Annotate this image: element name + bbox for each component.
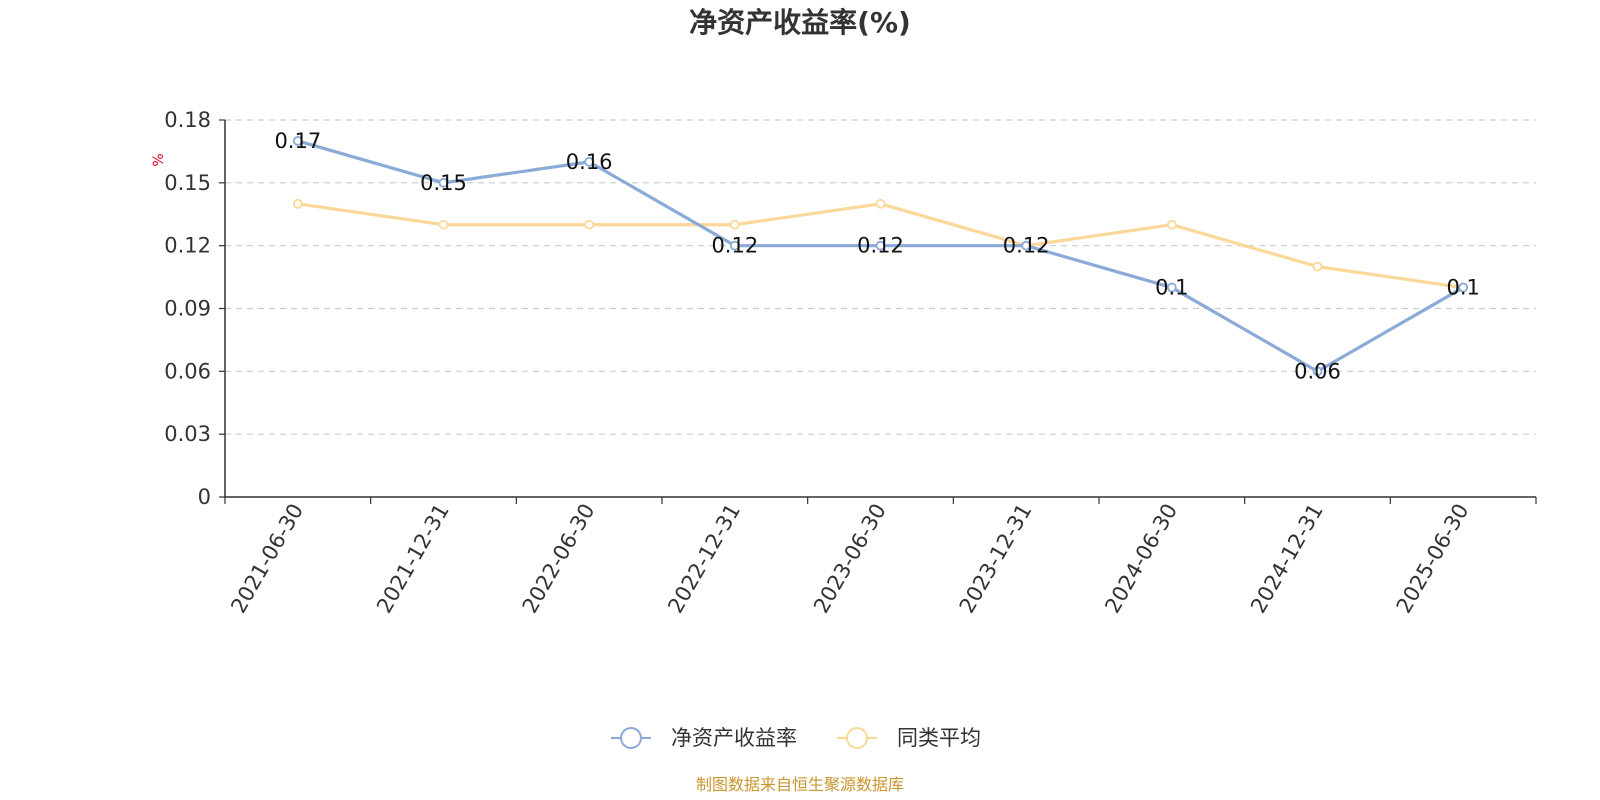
point-series-0 [875, 240, 886, 251]
point-series-0 [1021, 240, 1032, 251]
point-series-0 [438, 177, 449, 188]
data-label: 0.12 [711, 234, 758, 258]
point-series-1 [292, 198, 303, 209]
data-label: 0.12 [857, 234, 904, 258]
y-tick-label: 0.18 [164, 108, 211, 132]
data-label: 0.16 [566, 150, 613, 174]
data-label: 0.15 [420, 171, 467, 195]
point-series-1 [729, 219, 740, 230]
y-axis-unit: % [151, 153, 167, 166]
x-tick-label: 2022-06-30 [518, 500, 600, 618]
point-series-0 [292, 136, 303, 146]
x-tick-label: 2021-12-31 [372, 500, 454, 618]
data-label: 0.17 [274, 129, 321, 153]
data-label: 0.1 [1446, 276, 1479, 300]
data-labels: 0.17 0.15 0.16 0.12 0.12 0.12 0.1 0.06 0.1 [274, 129, 1479, 383]
point-series-0 [584, 156, 595, 167]
point-series-1 [584, 219, 595, 230]
series-lines [292, 136, 1469, 377]
point-series-0 [1312, 366, 1323, 377]
y-tick-label: 0.12 [164, 234, 211, 258]
legend-label-avg: 同类平均 [897, 726, 981, 750]
legend-label-roe: 净资产收益率 [671, 726, 797, 750]
legend: 净资产收益率 同类平均 [611, 726, 981, 750]
legend-marker-roe [620, 727, 642, 749]
point-series-0 [1166, 282, 1177, 293]
point-series-1 [1312, 261, 1323, 272]
chart-title: 净资产收益率(%) [689, 6, 911, 39]
y-tick-label: 0.06 [164, 359, 211, 383]
x-tick-label: 2023-06-30 [809, 500, 891, 618]
x-tick-label: 2024-06-30 [1100, 500, 1182, 618]
point-series-0 [1458, 282, 1469, 293]
point-series-0 [729, 240, 740, 251]
data-label: 0.1 [1155, 276, 1188, 300]
y-tick-label: 0 [198, 485, 211, 509]
y-tick-label: 0.15 [164, 171, 211, 195]
x-tick-label: 2023-12-31 [955, 500, 1037, 618]
source-note: 制图数据来自恒生聚源数据库 [696, 775, 904, 794]
data-label: 0.12 [1003, 234, 1050, 258]
x-tick-label: 2021-06-30 [226, 500, 308, 618]
y-tick-label: 0.09 [164, 297, 211, 321]
x-tick-label: 2024-12-31 [1246, 500, 1328, 618]
point-series-1 [438, 219, 449, 230]
point-series-1 [875, 198, 886, 209]
y-tick-label: 0.03 [164, 422, 211, 446]
data-label: 0.06 [1294, 359, 1341, 383]
grid-lines [225, 119, 1536, 435]
x-tick-label: 2022-12-31 [663, 500, 745, 618]
legend-marker-avg [846, 727, 868, 749]
point-series-1 [1166, 219, 1177, 230]
x-tick-label: 2025-06-30 [1392, 500, 1474, 618]
